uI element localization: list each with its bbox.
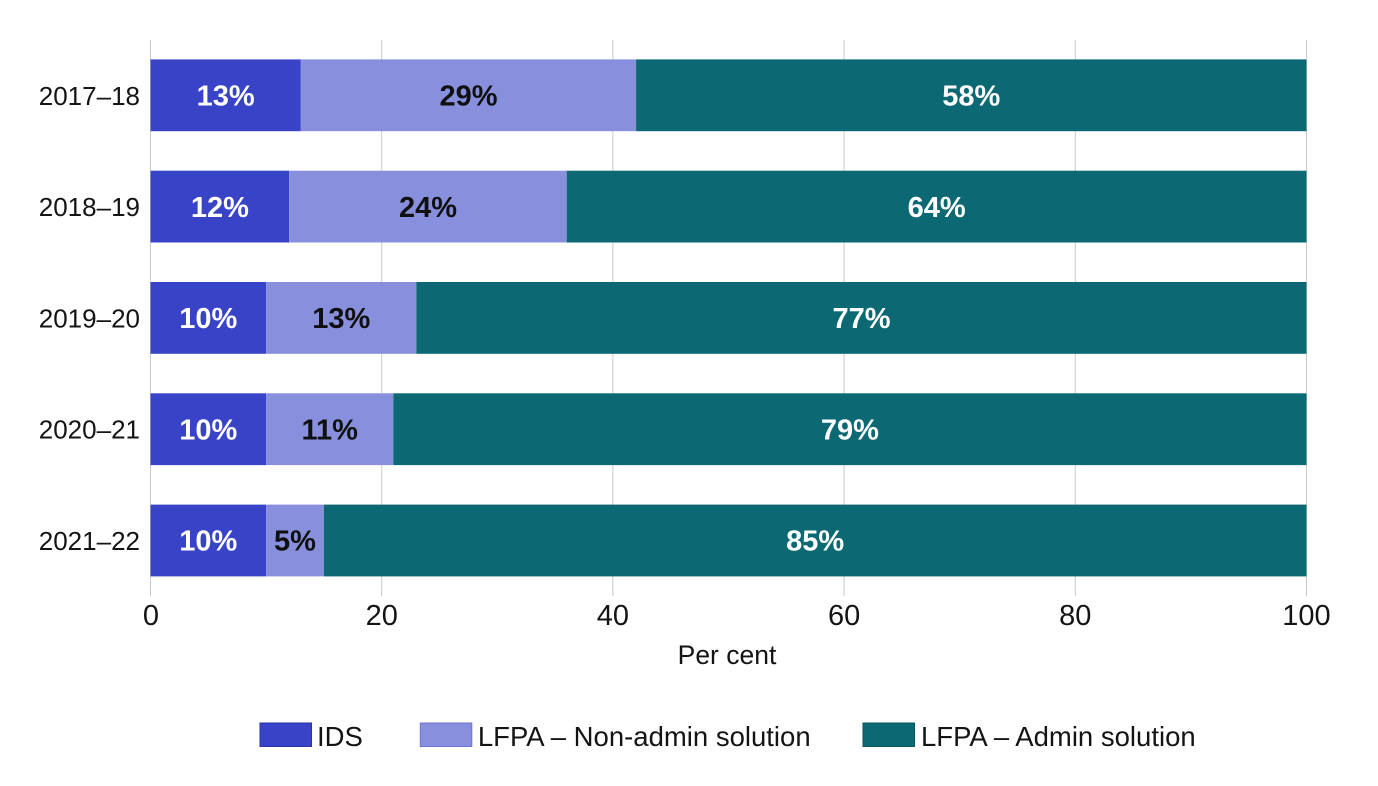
svg-text:Per cent: Per cent [678,640,777,670]
svg-text:29%: 29% [439,81,497,113]
svg-text:80: 80 [1059,600,1091,632]
svg-text:5%: 5% [274,526,316,558]
svg-text:85%: 85% [786,526,844,558]
svg-text:60: 60 [828,600,860,632]
svg-text:2020–21: 2020–21 [39,415,140,445]
svg-text:100: 100 [1282,600,1330,632]
svg-text:IDS: IDS [317,721,363,752]
svg-text:13%: 13% [312,303,370,335]
svg-text:20: 20 [366,600,398,632]
svg-text:LFPA – Non-admin solution: LFPA – Non-admin solution [478,721,811,752]
svg-text:11%: 11% [301,414,358,446]
svg-text:LFPA – Admin solution: LFPA – Admin solution [921,721,1196,752]
svg-text:77%: 77% [832,303,890,335]
svg-text:10%: 10% [179,414,237,446]
svg-text:10%: 10% [179,526,237,558]
svg-text:24%: 24% [399,192,457,224]
svg-text:13%: 13% [197,81,255,113]
svg-text:79%: 79% [821,414,879,446]
svg-text:2018–19: 2018–19 [39,192,140,222]
svg-text:0: 0 [143,600,159,632]
svg-text:2019–20: 2019–20 [39,303,140,333]
svg-text:40: 40 [597,600,629,632]
svg-text:2017–18: 2017–18 [39,81,140,111]
svg-text:10%: 10% [179,303,237,335]
svg-text:12%: 12% [191,192,249,224]
svg-text:58%: 58% [942,81,1000,113]
svg-text:2021–22: 2021–22 [39,526,140,556]
svg-text:64%: 64% [908,192,966,224]
